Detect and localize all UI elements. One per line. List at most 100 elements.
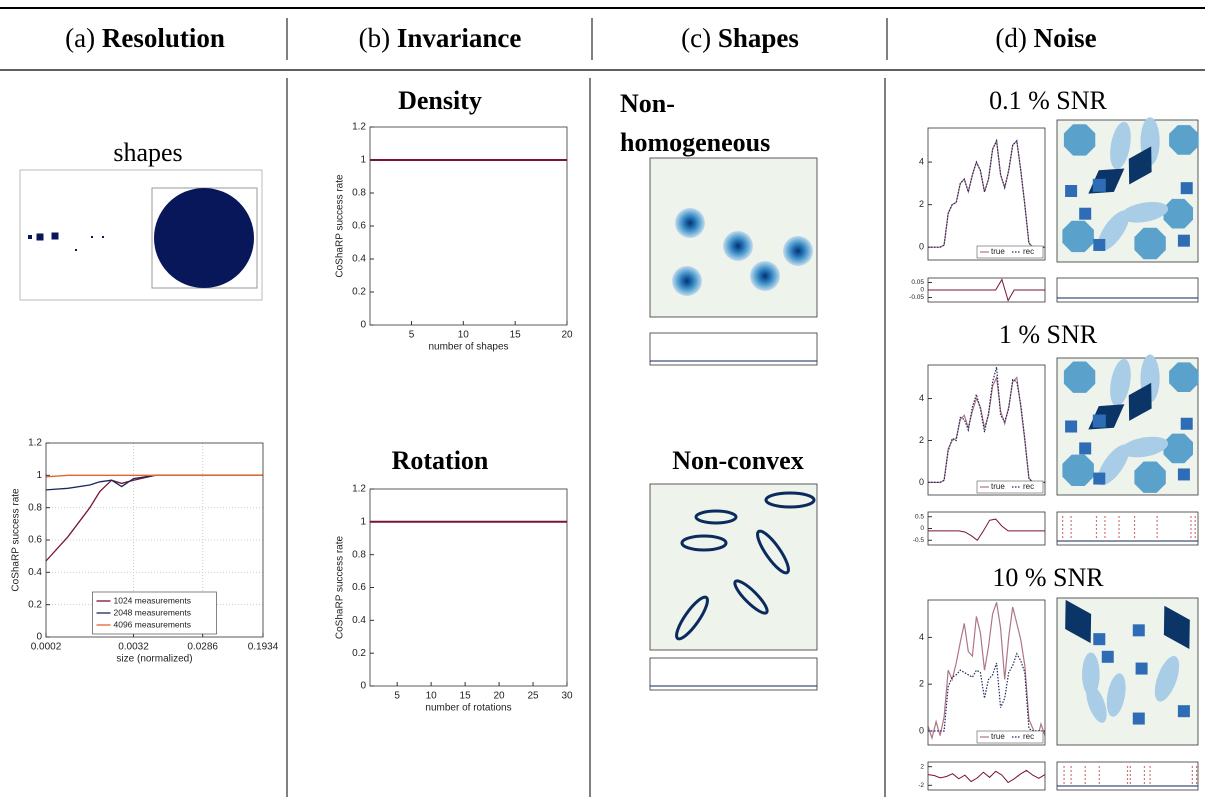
square (1093, 415, 1106, 428)
x-tick-label: 10 (426, 691, 438, 702)
y-tick-label: -0.05 (909, 294, 924, 301)
y-tick-label: 0 (920, 525, 924, 532)
legend-label: 2048 measurements (114, 607, 192, 617)
panel-title: Rotation (392, 446, 489, 475)
legend-label: 4096 measurements (114, 619, 192, 629)
blob (675, 208, 705, 238)
figure: (a) Resolution (b) Invariance (c) Shapes… (0, 0, 1205, 799)
octagon (1164, 199, 1194, 229)
panel-title: 0.1 % SNR (989, 86, 1107, 115)
blob (750, 261, 780, 291)
shape-glyph (102, 236, 104, 238)
x-tick-label: 10 (458, 330, 470, 341)
shape-glyph (52, 233, 59, 240)
y-tick-label: 1 (360, 155, 366, 166)
panel-title: Non-homogeneous (608, 84, 810, 159)
x-tick-label: 15 (510, 330, 522, 341)
image-frame (650, 484, 817, 650)
shape-glyph (91, 236, 93, 238)
square (1065, 185, 1077, 197)
y-tick-label: 0 (360, 320, 366, 331)
x-tick-label: 5 (394, 691, 400, 702)
image-title: shapes (113, 138, 182, 167)
y-tick-label: 4 (919, 632, 924, 642)
square (1102, 651, 1114, 663)
square (1065, 421, 1077, 433)
shape-glyph (28, 235, 32, 239)
y-tick-label: 0.8 (28, 502, 42, 513)
blob (783, 236, 813, 266)
column-name: Noise (1034, 23, 1097, 53)
x-tick-label: 0.1934 (248, 642, 279, 653)
y-tick-label: 0.2 (352, 287, 366, 298)
blob (723, 231, 753, 261)
plot-area (928, 365, 1045, 495)
square (1133, 624, 1145, 636)
octagon (1134, 228, 1165, 259)
panel-title: Density (398, 86, 482, 115)
page: (a) Resolution (b) Invariance (c) Shapes… (0, 0, 1205, 799)
y-tick-label: 1.2 (352, 484, 366, 495)
shape-disc (154, 188, 254, 288)
plot-area (370, 489, 567, 686)
y-tick-label: 2 (919, 199, 924, 209)
x-axis-label: number of rotations (425, 703, 511, 714)
legend-label: true (991, 732, 1005, 741)
y-tick-label: 0.2 (28, 599, 42, 610)
column-label: (c) (681, 23, 711, 53)
y-tick-label: 0.2 (352, 648, 366, 659)
y-tick-label: 0 (919, 477, 924, 487)
strip-frame (1057, 512, 1198, 545)
y-tick-label: 1 (36, 470, 42, 481)
x-tick-label: 20 (494, 691, 506, 702)
y-tick-label: -0.5 (913, 537, 925, 544)
panel-title: Non-convex (672, 446, 803, 475)
title-box: Non-homogeneous (608, 84, 813, 159)
y-tick-label: 0.6 (352, 221, 366, 232)
plot-area (928, 512, 1045, 545)
y-tick-label: 4 (919, 156, 924, 166)
y-tick-label: 2 (920, 763, 924, 770)
x-tick-label: 20 (561, 330, 573, 341)
square (1079, 208, 1091, 220)
y-axis-label: CoShaRP success rate (335, 535, 346, 639)
y-tick-label: 0.4 (352, 254, 366, 265)
square (1178, 705, 1190, 717)
plot-area (370, 127, 567, 325)
y-tick-label: 0.6 (352, 582, 366, 593)
y-axis-label: CoShaRP success rate (11, 488, 22, 592)
legend-label: 1024 measurements (114, 595, 192, 605)
octagon (1064, 362, 1095, 393)
y-tick-label: 0.4 (28, 567, 42, 578)
square (1178, 235, 1190, 247)
octagon (1062, 455, 1094, 486)
plot-area (928, 762, 1045, 790)
y-axis-label: CoShaRP success rate (335, 174, 346, 278)
x-tick-label: 0.0032 (118, 642, 149, 653)
column-name: Shapes (718, 23, 799, 53)
y-tick-label: 0 (360, 681, 366, 692)
legend-label: true (991, 247, 1005, 256)
x-tick-label: 0.0286 (187, 642, 218, 653)
octagon (1064, 124, 1095, 155)
y-tick-label: 0 (919, 242, 924, 252)
y-tick-label: 0 (919, 725, 924, 735)
x-tick-label: 0.0002 (31, 642, 62, 653)
y-tick-label: 2 (919, 679, 924, 689)
column-name: Resolution (102, 23, 225, 53)
column-title: (d) Noise (995, 23, 1096, 53)
y-tick-label: 0.4 (352, 615, 366, 626)
y-tick-label: 4 (919, 393, 924, 403)
square (1181, 418, 1193, 430)
square (1178, 468, 1190, 480)
octagon (1169, 125, 1199, 155)
square (1181, 182, 1193, 194)
legend-label: rec (1023, 247, 1034, 256)
y-tick-label: 0.6 (28, 535, 42, 546)
panel-title: 1 % SNR (999, 320, 1098, 349)
y-tick-label: 1.2 (28, 438, 42, 449)
column-label: (d) (995, 23, 1026, 53)
square (1079, 442, 1091, 454)
square (1093, 239, 1105, 251)
shape-glyph (75, 249, 77, 251)
